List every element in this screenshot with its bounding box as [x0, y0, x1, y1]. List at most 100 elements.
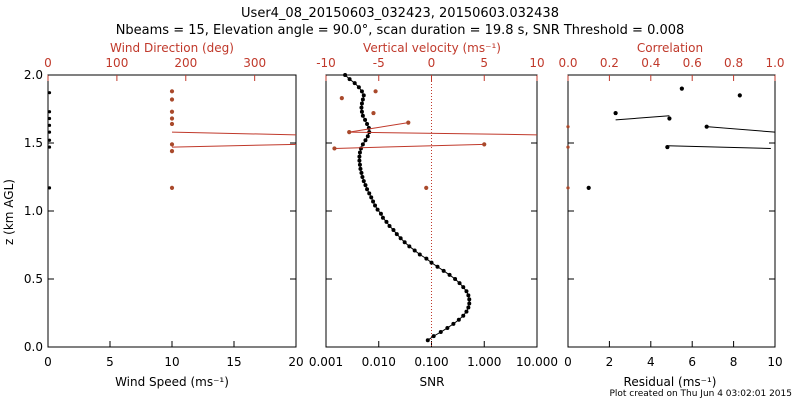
- y-tick-label: 0.5: [24, 272, 43, 286]
- y-tick-label: 1.0: [24, 204, 43, 218]
- snr-point: [447, 272, 452, 277]
- snr-point: [360, 113, 365, 118]
- snr-point: [398, 236, 403, 241]
- snr-point: [357, 162, 362, 167]
- wind-speed-point: [47, 123, 52, 127]
- wind-direction-point: [169, 121, 175, 127]
- wind-speed-point: [47, 91, 52, 95]
- snr-point: [365, 134, 370, 139]
- top-tick-label: 200: [174, 56, 197, 70]
- correlation-point: [566, 145, 570, 149]
- plot-credit: Plot created on Thu Jun 4 03:02:01 2015: [609, 389, 792, 399]
- wind-direction-point: [169, 142, 175, 147]
- snr-point: [445, 325, 450, 330]
- snr-point: [441, 268, 446, 273]
- snr-point: [438, 330, 443, 335]
- wind-direction-line: [171, 143, 297, 148]
- snr-point: [407, 244, 412, 249]
- x-tick-label: 1.000: [467, 355, 501, 369]
- snr-point: [466, 305, 471, 310]
- snr-point: [363, 138, 368, 143]
- x-tick-label: 0: [44, 355, 52, 369]
- x-tick-label: 10.000: [516, 355, 558, 369]
- snr-point: [461, 313, 466, 318]
- top-tick-label: 1.0: [765, 56, 784, 70]
- snr-point: [466, 293, 471, 298]
- snr-point: [347, 77, 352, 82]
- correlation-point: [566, 125, 570, 129]
- snr-point: [464, 309, 469, 314]
- top-tick-label: 300: [243, 56, 266, 70]
- snr-point: [387, 223, 392, 228]
- snr-point: [453, 277, 458, 281]
- snr-point: [367, 191, 372, 196]
- snr-point: [429, 260, 434, 265]
- x-tick-label: 2: [606, 355, 614, 369]
- snr-point: [356, 85, 361, 90]
- y-axis-label: z (km AGL): [2, 179, 16, 245]
- top-tick-label: -5: [373, 56, 385, 70]
- snr-point: [371, 199, 376, 204]
- velocity-line: [349, 122, 409, 133]
- top-tick-label: 0.2: [600, 56, 619, 70]
- residual-point: [586, 185, 591, 190]
- x-tick-label: 8: [730, 355, 738, 369]
- velocity-point: [347, 130, 352, 135]
- snr-point: [394, 232, 399, 237]
- snr-point: [360, 97, 365, 102]
- snr-point: [359, 101, 364, 106]
- y-tick-label: 0.0: [24, 340, 43, 354]
- snr-point: [365, 121, 370, 126]
- x-tick-label: 0.001: [309, 355, 343, 369]
- top-tick-label: 0.8: [724, 56, 743, 70]
- x-tick-label: 0.010: [362, 355, 396, 369]
- wind-direction-point: [169, 97, 175, 102]
- wind-speed-axis-label: Wind Speed (ms⁻¹): [115, 375, 229, 389]
- snr-point: [363, 183, 368, 188]
- wind-speed-point: [47, 110, 52, 114]
- x-tick-label: 4: [647, 355, 655, 369]
- wind-direction-axis-label: Wind Direction (deg): [110, 41, 234, 55]
- residual-line: [706, 126, 776, 133]
- velocity-line: [349, 131, 538, 136]
- top-tick-label: 5: [480, 56, 488, 70]
- top-tick-label: 0: [44, 56, 52, 70]
- top-tick-label: 0.6: [683, 56, 702, 70]
- x-tick-label: 20: [288, 355, 303, 369]
- top-tick-label: -10: [316, 56, 336, 70]
- residual-point: [667, 116, 672, 121]
- snr-point: [373, 203, 378, 208]
- y-tick-label: 1.5: [24, 136, 43, 150]
- title-line2: Nbeams = 15, Elevation angle = 90.0°, sc…: [116, 23, 685, 38]
- residual-panel: 0 2 4 6 8 10 0.0 0.2 0.4 0.6 0.8 1.0: [558, 56, 784, 369]
- snr-point: [375, 207, 380, 212]
- snr-point: [359, 89, 364, 94]
- snr-axis-label: SNR: [420, 375, 445, 389]
- snr-point: [359, 105, 364, 110]
- velocity-point: [482, 142, 487, 147]
- top-tick-label: 0.0: [558, 56, 577, 70]
- residual-point: [737, 93, 742, 98]
- snr-point: [358, 166, 363, 171]
- residual-line: [667, 145, 771, 149]
- x-tick-label: 15: [226, 355, 241, 369]
- snr-point: [391, 228, 396, 233]
- velocity-point: [424, 185, 429, 190]
- plot-frame: [47, 74, 297, 348]
- snr-point: [435, 264, 440, 269]
- wind-direction-line: [171, 131, 297, 136]
- x-tick-label: 10: [164, 355, 179, 369]
- snr-point: [384, 219, 389, 224]
- snr-point: [357, 150, 362, 155]
- snr-point: [378, 211, 383, 216]
- vertical-velocity-axis-label: Vertical velocity (ms⁻¹): [363, 41, 501, 55]
- snr-point: [363, 117, 368, 122]
- snr-point: [361, 179, 366, 184]
- snr-point: [357, 154, 362, 159]
- snr-point: [359, 109, 364, 114]
- snr-point: [425, 338, 430, 343]
- velocity-point: [339, 96, 344, 101]
- snr-point: [464, 289, 469, 294]
